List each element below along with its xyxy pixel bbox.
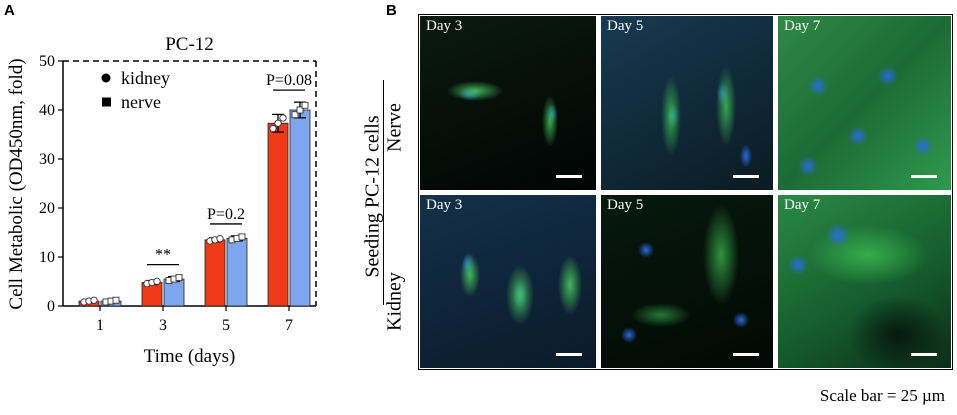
data-point-nerve bbox=[238, 233, 246, 241]
significance-label: P=0.08 bbox=[266, 72, 312, 89]
micrograph-kidney-day7: Day 7 bbox=[778, 195, 951, 368]
row-label-kidney: Kidney bbox=[383, 272, 406, 331]
micrograph-nerve-day5: Day 5 bbox=[601, 16, 773, 190]
y-tick-label: 0 bbox=[47, 298, 55, 315]
y-tick-label: 10 bbox=[39, 249, 55, 266]
legend-marker-kidney bbox=[101, 73, 111, 83]
side-label-rule bbox=[383, 80, 384, 305]
scale-bar bbox=[911, 353, 937, 356]
micrograph-nerve-day3: Day 3 bbox=[420, 16, 596, 190]
row-label-nerve: Nerve bbox=[383, 103, 406, 152]
data-point-nerve bbox=[301, 101, 309, 109]
x-tick-label: 1 bbox=[96, 317, 104, 334]
panel-a-letter: A bbox=[4, 2, 15, 19]
y-tick-label: 20 bbox=[39, 200, 55, 217]
data-point-kidney bbox=[269, 124, 277, 133]
panel-b-letter: B bbox=[386, 2, 397, 19]
day-label: Day 3 bbox=[426, 18, 463, 34]
day-label: Day 5 bbox=[607, 197, 644, 213]
legend-label-kidney: kidney bbox=[121, 68, 170, 88]
scale-bar bbox=[733, 353, 759, 356]
x-axis-label: Time (days) bbox=[144, 346, 236, 367]
day-label: Day 3 bbox=[426, 197, 463, 213]
y-tick-label: 40 bbox=[39, 102, 55, 119]
bar-kidney bbox=[204, 239, 226, 307]
metabolic-bar-chart: 0 10 20 30 40 50 PC-12 Time (days) Cell Metaboli… bbox=[6, 34, 317, 367]
micrograph-grid: Day 3 Day 5 Day 7 Day 3 Day 5 Day 7 bbox=[418, 14, 953, 370]
data-point-kidney bbox=[90, 296, 98, 304]
legend-label-nerve: nerve bbox=[121, 92, 161, 112]
data-point-kidney bbox=[153, 277, 161, 285]
y-tick-label: 50 bbox=[39, 53, 55, 70]
x-tick-label: 7 bbox=[285, 317, 293, 334]
legend-marker-nerve bbox=[102, 97, 111, 107]
data-point-nerve bbox=[112, 296, 120, 304]
micrograph-nerve-day7: Day 7 bbox=[778, 16, 951, 190]
significance-label: ** bbox=[155, 247, 171, 264]
y-tick-label: 30 bbox=[39, 151, 55, 168]
scale-bar bbox=[556, 353, 582, 356]
scale-caption: Scale bar = 25 µm bbox=[819, 386, 945, 405]
day-label: Day 7 bbox=[784, 18, 821, 34]
scale-bar bbox=[733, 175, 759, 178]
y-axis-label: Cell Metabolic (OD450nm, fold) bbox=[6, 58, 27, 309]
day-label: Day 5 bbox=[607, 18, 644, 34]
scale-bar bbox=[911, 175, 937, 178]
bar-kidney bbox=[267, 122, 289, 307]
significance-label: P=0.2 bbox=[207, 206, 245, 223]
data-point-nerve bbox=[291, 111, 299, 119]
micrograph-kidney-day5: Day 5 bbox=[601, 195, 773, 368]
chart-title: PC-12 bbox=[165, 34, 214, 55]
data-point-nerve bbox=[296, 106, 304, 114]
side-label: Seeding PC-12 cells bbox=[361, 115, 384, 278]
bar-nerve bbox=[289, 109, 311, 307]
micrograph-kidney-day3: Day 3 bbox=[420, 195, 596, 368]
x-tick-label: 5 bbox=[222, 317, 230, 334]
data-point-kidney bbox=[274, 119, 282, 127]
data-point-nerve bbox=[175, 274, 183, 282]
data-point-kidney bbox=[279, 114, 287, 122]
data-point-kidney bbox=[216, 235, 224, 243]
scale-bar bbox=[556, 175, 582, 178]
bar-nerve bbox=[226, 237, 248, 307]
x-tick-label: 3 bbox=[159, 317, 167, 334]
day-label: Day 7 bbox=[784, 197, 821, 213]
